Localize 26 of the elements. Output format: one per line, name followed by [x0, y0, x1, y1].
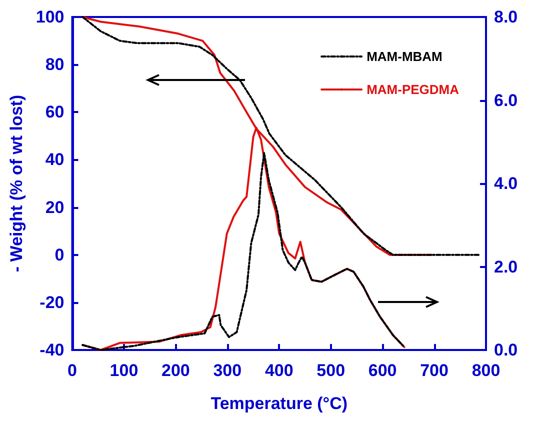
y-tick-label: 80	[45, 55, 64, 74]
y2-tick-label: 2.0	[494, 257, 518, 276]
x-tick-label: 600	[368, 361, 397, 380]
y-tick-label: -20	[40, 292, 64, 312]
x-tick-label: 300	[213, 361, 242, 380]
x-tick-label: 700	[420, 361, 448, 380]
x-tick-label: 500	[316, 361, 346, 380]
x-tick-label: 100	[110, 361, 138, 380]
legend-label: MAM-MBAM	[366, 49, 442, 64]
y-tick-label: -40	[40, 340, 64, 360]
x-axis-title: Temperature (°C)	[210, 394, 348, 413]
y2-tick-label: 8.0	[494, 8, 518, 26]
x-tick-label: 400	[264, 361, 294, 380]
y-tick-label: 60	[45, 102, 64, 122]
y-tick-label: 100	[36, 8, 64, 26]
y-tick-label: 20	[45, 198, 64, 217]
y2-tick-label: 6.0	[494, 90, 518, 110]
x-tick-label: 0	[68, 361, 77, 380]
y-tick-label: 40	[45, 150, 64, 170]
x-tick-label: 200	[162, 361, 190, 380]
y-tick-label: 0	[54, 245, 64, 264]
legend-label: MAM-PEGDMA	[366, 82, 460, 97]
y2-tick-label: 0.0	[494, 340, 518, 360]
y-axis-title: - Weight (% of wt lost)	[7, 94, 26, 272]
x-tick-label: 800	[472, 361, 500, 380]
y2-tick-label: 4.0	[494, 174, 518, 193]
